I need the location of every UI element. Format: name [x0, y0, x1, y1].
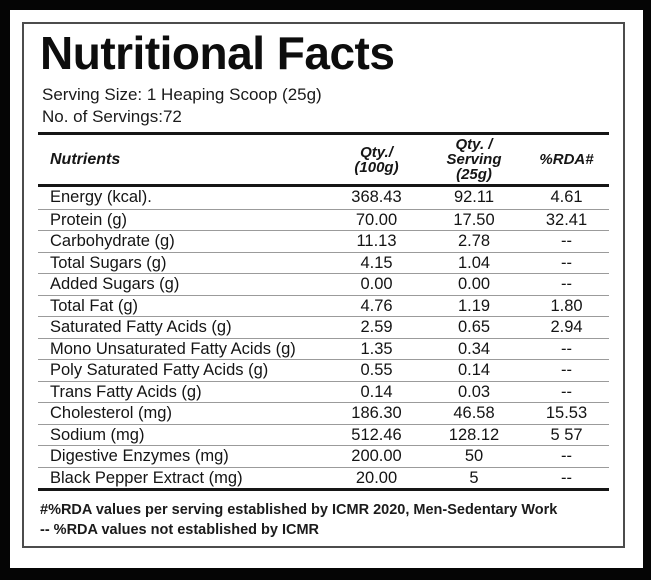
nutrient-name: Poly Saturated Fatty Acids (g) [50, 361, 269, 379]
nutrient-name: Total Sugars (g) [50, 253, 167, 272]
rda-percent-value: -- [561, 382, 572, 401]
nutrient-name: Saturated Fatty Acids (g) [50, 318, 232, 336]
table-row: Total Fat (g) 4.76 1.19 1.80 [38, 294, 609, 317]
nutrient-name: Added Sugars (g) [50, 275, 180, 293]
qty-per-100g-value: 186.30 [351, 404, 402, 422]
table-row: Poly Saturated Fatty Acids (g) 0.55 0.14… [38, 359, 609, 381]
nutrient-name: Digestive Enzymes (mg) [50, 447, 229, 465]
qty-per-100g-value: 0.00 [360, 275, 393, 293]
label-sheet: Nutritional Facts Serving Size: 1 Heapin… [10, 10, 643, 568]
qty-per-serving-value: 1.19 [457, 296, 491, 315]
column-header-rda: %RDA# [539, 151, 594, 168]
qty-per-serving-value: 0.00 [457, 275, 491, 293]
table-row: Protein (g) 70.00 17.50 32.41 [38, 208, 609, 231]
rda-percent-value: 15.53 [545, 404, 588, 422]
qty-per-100g-value: 0.14 [360, 382, 393, 401]
footnote-rda-source: #%RDA values per serving established by … [40, 502, 558, 518]
serving-info: Serving Size: 1 Heaping Scoop (25g) No. … [42, 84, 623, 128]
table-row: Saturated Fatty Acids (g) 2.59 0.65 2.94 [38, 316, 609, 338]
table-row: Digestive Enzymes (mg) 200.00 50 -- [38, 445, 609, 467]
nutrient-name: Energy (kcal). [50, 188, 152, 206]
qty-per-serving-value: 92.11 [453, 188, 495, 206]
rda-percent-value: -- [561, 361, 572, 379]
nutrient-name: Cholesterol (mg) [50, 404, 172, 422]
qty-per-serving-value: 0.34 [457, 339, 491, 358]
rda-percent-value: -- [561, 447, 572, 465]
qty-per-100g-value: 512.46 [351, 425, 402, 444]
qty-per-100g-value: 4.76 [360, 296, 393, 315]
rda-percent-value: -- [561, 339, 572, 358]
qty-per-100g-value: 20.00 [355, 468, 398, 487]
rda-percent-value: 5 57 [550, 425, 583, 444]
table-header-row: Nutrients Qty./ (100g) Qty. / Serving (2… [38, 135, 609, 187]
rda-percent-value: 32.41 [545, 210, 588, 229]
qty-per-100g-value: 1.35 [360, 339, 393, 358]
qty-per-serving-value: 17.50 [453, 210, 495, 229]
nutrient-name: Black Pepper Extract (mg) [50, 468, 243, 487]
qty-per-serving-value: 50 [464, 447, 484, 465]
qty-per-serving-value: 128.12 [448, 425, 500, 444]
column-header-qty-100g: Qty./ (100g) [354, 143, 399, 176]
qty-per-100g-value: 2.59 [360, 318, 393, 336]
table-row: Carbohydrate (g) 11.13 2.78 -- [38, 230, 609, 252]
table-row: Added Sugars (g) 0.00 0.00 -- [38, 273, 609, 295]
table-row: Energy (kcal). 368.43 92.11 4.61 [38, 187, 609, 209]
qty-per-serving-value: 5 [469, 468, 479, 487]
qty-per-100g-value: 11.13 [356, 232, 397, 250]
qty-per-100g-value: 4.15 [360, 253, 393, 272]
table-row: Trans Fatty Acids (g) 0.14 0.03 -- [38, 380, 609, 403]
serving-size: Serving Size: 1 Heaping Scoop (25g) [42, 85, 322, 104]
qty-per-100g-value: 368.43 [351, 188, 402, 206]
qty-per-serving-value: 1.04 [457, 253, 491, 272]
footnote-rda-not-established: -- %RDA values not established by ICMR [40, 522, 320, 538]
nutrient-name: Trans Fatty Acids (g) [50, 382, 202, 401]
table-row: Black Pepper Extract (mg) 20.00 5 -- [38, 466, 609, 489]
nutrient-name: Protein (g) [50, 210, 128, 229]
qty-per-serving-value: 0.14 [457, 361, 491, 379]
qty-per-100g-value: 0.55 [360, 361, 393, 379]
nutrient-name: Total Fat (g) [50, 296, 139, 315]
qty-per-100g-value: 70.00 [355, 210, 398, 229]
column-header-qty-serving: Qty. / Serving (25g) [446, 136, 502, 183]
nutrients-table: Nutrients Qty./ (100g) Qty. / Serving (2… [38, 132, 609, 491]
nutrient-name: Carbohydrate (g) [50, 232, 175, 250]
rda-percent-value: 2.94 [550, 318, 583, 336]
rda-percent-value: 4.61 [550, 188, 583, 206]
table-row: Mono Unsaturated Fatty Acids (g) 1.35 0.… [38, 337, 609, 360]
nutrient-name: Mono Unsaturated Fatty Acids (g) [50, 339, 296, 358]
table-body: Energy (kcal). 368.43 92.11 4.61 Protein… [38, 187, 609, 491]
column-header-nutrients: Nutrients [50, 151, 121, 168]
nutrition-label: Nutritional Facts Serving Size: 1 Heapin… [22, 22, 625, 548]
table-row: Cholesterol (mg) 186.30 46.58 15.53 [38, 402, 609, 424]
page-title: Nutritional Facts [40, 27, 395, 79]
table-row: Sodium (mg) 512.46 128.12 5 57 [38, 423, 609, 446]
footnotes: #%RDA values per serving established by … [40, 500, 613, 540]
rda-percent-value: -- [561, 275, 572, 293]
table-row: Total Sugars (g) 4.15 1.04 -- [38, 251, 609, 274]
rda-percent-value: -- [561, 232, 572, 250]
rda-percent-value: -- [561, 468, 572, 487]
qty-per-100g-value: 200.00 [351, 447, 402, 465]
servings-count: No. of Servings:72 [42, 107, 182, 126]
qty-per-serving-value: 0.03 [457, 382, 491, 401]
rda-percent-value: -- [561, 253, 572, 272]
qty-per-serving-value: 46.58 [453, 404, 495, 422]
nutrient-name: Sodium (mg) [50, 425, 145, 444]
qty-per-serving-value: 2.78 [457, 232, 491, 250]
qty-per-serving-value: 0.65 [457, 318, 491, 336]
rda-percent-value: 1.80 [550, 296, 583, 315]
